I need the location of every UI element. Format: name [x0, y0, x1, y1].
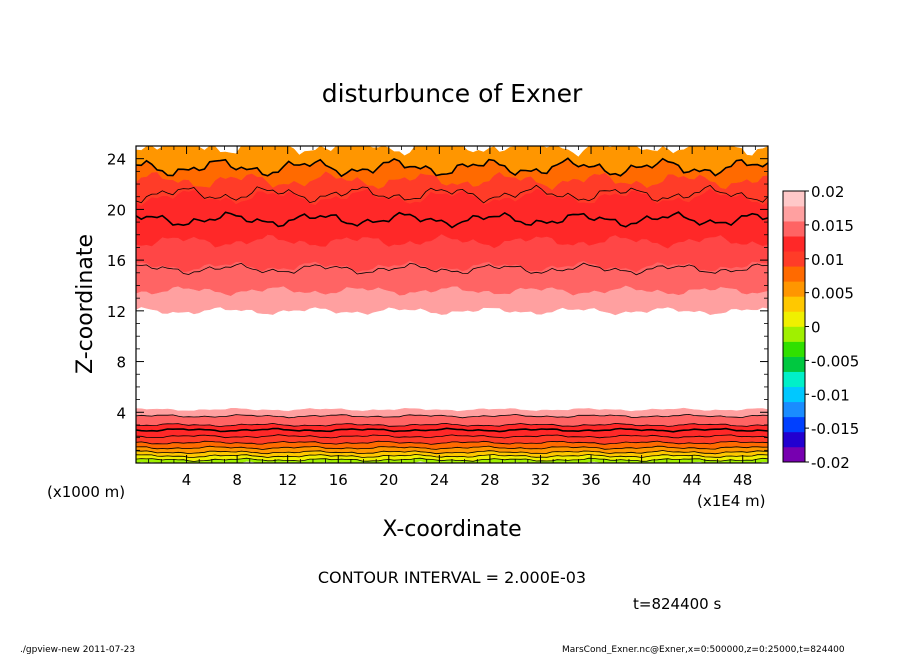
colorbar-tick-label-2: 0.01 [811, 251, 844, 269]
chart-title: disturbunce of Exner [322, 79, 583, 108]
x-unit-label: (x1E4 m) [697, 492, 766, 510]
colorbar-cell-5 [783, 371, 805, 388]
contour-line-8 [136, 440, 768, 445]
colorbar-cells [783, 191, 805, 463]
y-unit-label: (x1000 m) [47, 483, 125, 501]
colorbar-tick-label-0: 0.02 [811, 183, 844, 201]
contour-fill-bands [136, 146, 768, 463]
contour-interval-note: CONTOUR INTERVAL = 2.000E-03 [318, 568, 586, 587]
colorbar-cell-8 [783, 326, 805, 342]
colorbar-tick-label-8: -0.02 [811, 454, 850, 472]
x-tick-label-0: 4 [182, 471, 192, 489]
colorbar-cell-14 [783, 236, 805, 252]
x-tick-label-7: 32 [531, 471, 550, 489]
footer-right-text: MarsCond_Exner.nc@Exner,x=0:500000,z=0:2… [562, 645, 845, 654]
x-tick-label-9: 40 [632, 471, 651, 489]
y-axis-ticks: 4 8 12 16 20 24 [107, 145, 768, 451]
footer-left-text: ./gpview-new 2011-07-23 [20, 645, 135, 654]
y-tick-label-2: 12 [107, 303, 126, 321]
colorbar-tick-label-4: 0 [811, 319, 821, 337]
x-tick-label-1: 8 [232, 471, 242, 489]
colorbar-cell-12 [783, 266, 805, 282]
contour-lines [136, 157, 768, 462]
x-tick-label-2: 12 [278, 471, 297, 489]
colorbar-ticks: 0.02 0.015 0.01 0.005 0 -0.005 -0.01 -0.015 -0.0… [805, 183, 859, 472]
x-tick-label-4: 20 [379, 471, 398, 489]
contour-line-3 [136, 157, 768, 178]
contour-line-2 [136, 184, 768, 204]
x-tick-label-8: 36 [581, 471, 600, 489]
colorbar-tick-label-6: -0.01 [811, 386, 850, 404]
colorbar-cell-13 [783, 251, 805, 267]
colorbar-tick-label-1: 0.015 [811, 217, 854, 235]
colorbar-cell-6 [783, 356, 805, 372]
colorbar-cell-15 [783, 221, 805, 237]
contour-line-6 [136, 427, 768, 433]
y-tick-label-5: 24 [107, 151, 126, 169]
colorbar-cell-10 [783, 296, 805, 312]
contour-line-11 [136, 453, 768, 458]
colorbar-cell-1 [783, 431, 805, 448]
x-tick-label-11: 48 [733, 471, 752, 489]
y-tick-label-1: 8 [116, 354, 126, 372]
colorbar-cell-9 [783, 311, 805, 327]
colorbar-cell-17 [783, 191, 805, 207]
y-tick-label-3: 16 [107, 252, 126, 270]
time-stamp: t=824400 s [633, 595, 721, 613]
colorbar: 0.02 0.015 0.01 0.005 0 -0.005 -0.01 -0.015 -0.0… [782, 183, 859, 472]
colorbar-cell-16 [783, 206, 805, 222]
colorbar-tick-label-5: -0.005 [811, 352, 859, 370]
colorbar-cell-7 [783, 341, 805, 357]
x-axis-label: X-coordinate [382, 517, 521, 542]
x-tick-label-5: 24 [430, 471, 449, 489]
contour-line-9 [136, 445, 768, 450]
colorbar-tick-label-3: 0.005 [811, 285, 854, 303]
x-tick-label-10: 44 [683, 471, 702, 489]
colorbar-tick-label-7: -0.015 [811, 420, 859, 438]
contour-line-0 [136, 262, 768, 276]
x-axis-ticks: 4 8 12 16 20 24 28 32 36 40 44 48 [148, 146, 769, 489]
colorbar-cell-11 [783, 281, 805, 297]
y-tick-label-0: 4 [116, 404, 126, 422]
x-tick-label-3: 16 [329, 471, 348, 489]
contour-line-7 [136, 434, 768, 439]
contour-line-10 [136, 450, 768, 455]
colorbar-cell-2 [783, 416, 805, 433]
colorbar-cell-3 [783, 401, 805, 418]
contour-line-4 [136, 413, 768, 419]
colorbar-cell-4 [783, 386, 805, 403]
contour-line-5 [136, 422, 768, 427]
y-tick-label-4: 20 [107, 201, 126, 219]
contour-line-1 [136, 211, 768, 229]
y-axis-label: Z-coordinate [73, 234, 98, 374]
x-tick-label-6: 28 [480, 471, 499, 489]
colorbar-cell-0 [783, 446, 805, 463]
